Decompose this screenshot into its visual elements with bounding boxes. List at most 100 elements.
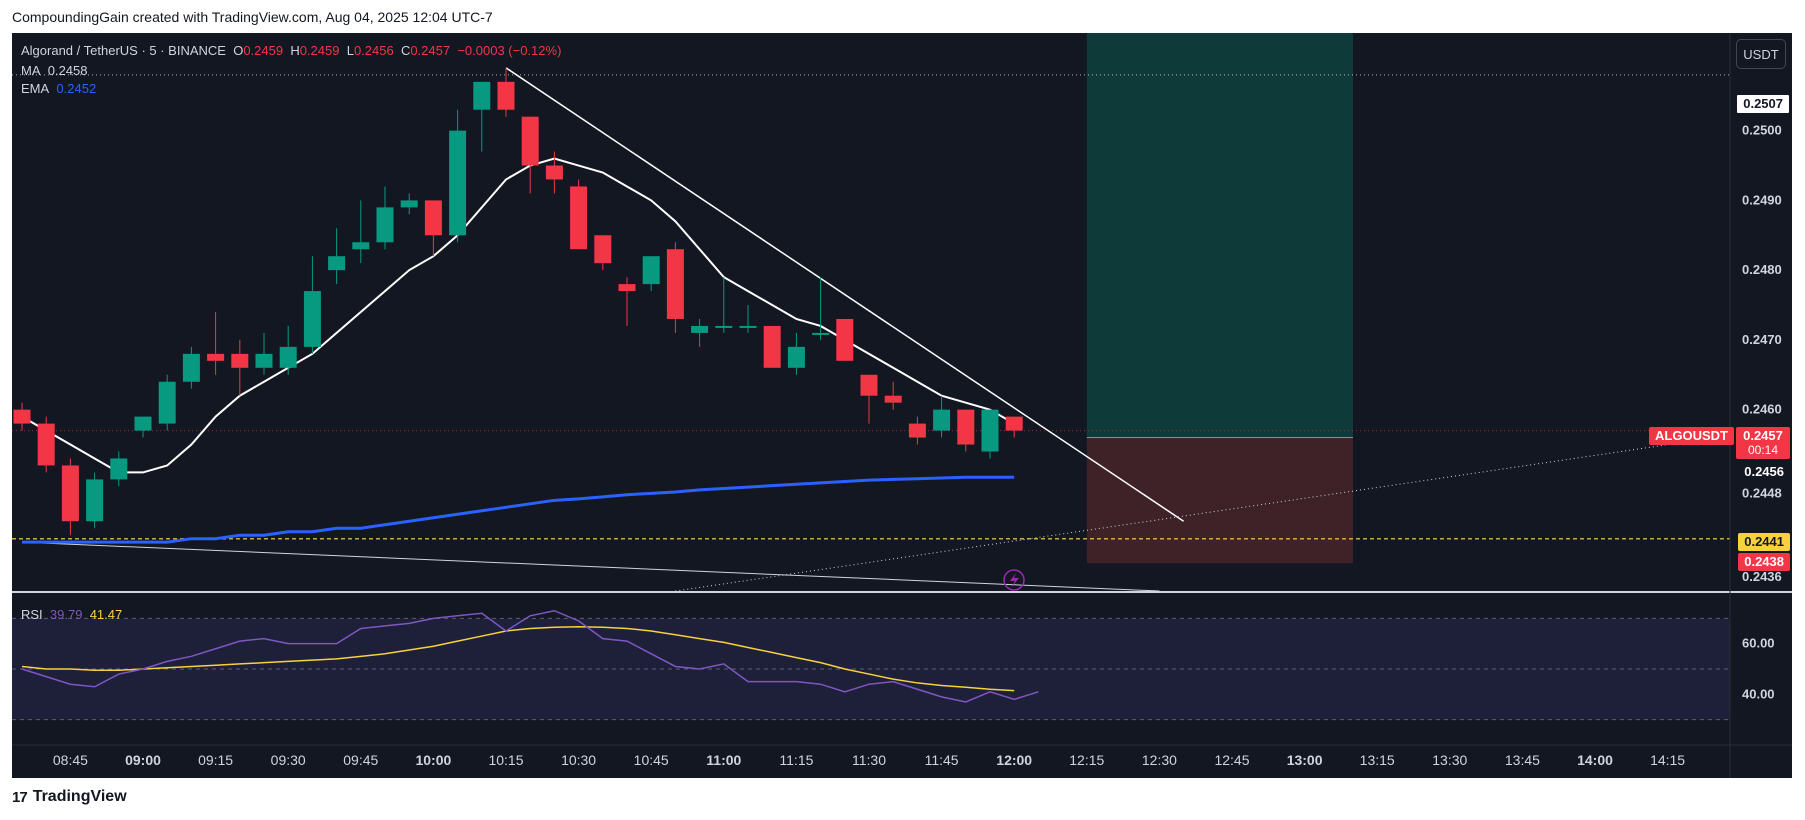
candle-down [594,235,612,264]
time-tick-label: 12:00 [996,752,1032,768]
time-tick-label: 12:30 [1142,752,1177,768]
price-chart[interactable]: 0.25100.25000.24900.24800.24700.24600.24… [12,33,1792,778]
candle-down [1005,416,1023,431]
time-tick-label: 09:45 [343,752,378,768]
symbol-title[interactable]: Algorand / TetherUS · 5 · BINANCE [21,43,226,58]
candle-up [134,416,152,431]
price-tick-label: 0.2500 [1742,123,1782,138]
candle-down [497,81,515,110]
price-tag-top: 0.2507 [1736,94,1790,114]
candle-down [545,165,563,180]
candle-up [376,207,394,243]
time-tick-label: 09:15 [198,752,233,768]
candle-down [836,318,854,361]
ema-label: EMA [21,81,50,96]
candle-up [86,479,104,522]
candle-up [158,381,176,424]
time-tick-label: 09:00 [125,752,161,768]
candle-down [13,409,31,424]
candle-down [618,284,636,292]
candle-up [328,256,346,271]
time-tick-label: 10:30 [561,752,596,768]
close-label: C [400,43,411,58]
ema-legend[interactable]: EMA 0.2452 [21,81,96,96]
time-tick-label: 11:30 [852,752,886,768]
candle-up [449,130,467,236]
open-label: O [233,43,244,58]
time-tick-label: 09:30 [271,752,306,768]
candle-down [908,423,926,438]
bar-countdown: 00:14 [1747,443,1779,457]
candle-up [933,409,951,431]
price-tick-label: 0.2470 [1742,332,1782,347]
candle-up [279,346,297,368]
candle-up [739,325,757,328]
time-tick-label: 11:00 [706,752,741,768]
candle-down [521,116,539,166]
rsi-ma-line [21,625,1015,692]
time-tick-label: 10:15 [488,752,523,768]
trendline-descending [505,67,1185,522]
candle-down [957,409,975,445]
rsi-value: 39.79 [49,607,83,622]
candle-down [570,186,588,250]
high-value: 0.2459 [299,43,340,58]
candle-up [812,332,830,335]
low-value: 0.2456 [353,43,394,58]
position-target-zone [1086,33,1353,438]
time-tick-label: 14:15 [1650,752,1685,768]
change-value: −0.0003 (−0.12%) [457,43,562,58]
candle-up [981,409,999,452]
ema-line [22,475,1015,544]
rsi-legend[interactable]: RSI 39.79 41.47 [21,607,122,622]
candle-up [787,346,805,368]
time-tick-label: 13:45 [1505,752,1540,768]
rsi-tick-label: 60.00 [1742,636,1775,651]
close-value: 0.2457 [410,43,451,58]
ema-price-tag: 0.2456 [1738,463,1790,481]
candle-up [110,458,128,480]
price-tick-label: 0.2460 [1742,402,1782,417]
candle-down [37,423,55,466]
time-tick-label: 11:15 [779,752,813,768]
candle-up [400,200,418,208]
last-price-tag: 0.2457 00:14 [1736,427,1790,459]
rsi-ma-value: 41.47 [89,607,123,622]
candle-down [666,249,684,319]
currency-button[interactable]: USDT [1736,39,1786,69]
time-tick-label: 11:45 [925,752,959,768]
candle-up [715,325,733,328]
candle-up [255,353,273,368]
rsi-line [21,609,1039,703]
time-tick-label: 08:45 [53,752,88,768]
flash-bolt-icon [1010,573,1019,588]
time-tick-label: 14:00 [1577,752,1613,768]
time-tick-label: 12:45 [1214,752,1249,768]
ma-value: 0.2458 [47,63,88,78]
pane-separator [12,591,1792,593]
rsi-tick-label: 40.00 [1742,686,1775,701]
ma-label: MA [21,63,41,78]
time-tick-label: 13:30 [1432,752,1467,768]
ema-value: 0.2452 [56,81,97,96]
stop-price-tag: 0.2438 [1738,553,1790,571]
tradingview-footer[interactable]: 17 TradingView [12,788,127,806]
candle-down [424,200,442,236]
chart-frame[interactable]: 0.25100.25000.24900.24800.24700.24600.24… [12,33,1792,778]
candle-up [182,353,200,382]
ma-legend[interactable]: MA 0.2458 [21,63,88,78]
price-tick-label: 0.2448 [1742,485,1782,500]
candle-up [303,291,321,347]
time-tick-label: 12:15 [1069,752,1104,768]
candle-down [860,374,878,396]
candle-up [473,81,491,110]
candle-down [763,325,781,368]
price-tick-label: 0.2436 [1742,569,1782,584]
yellow-level-tag: 0.2441 [1738,533,1790,551]
rsi-label: RSI [21,607,43,622]
tradingview-logo-icon: 17 [12,788,28,806]
price-tick-label: 0.2480 [1742,262,1782,277]
candle-down [207,353,225,361]
ohlc-legend: Algorand / TetherUS · 5 · BINANCE O 0.245… [21,43,561,58]
candle-down [231,353,249,368]
